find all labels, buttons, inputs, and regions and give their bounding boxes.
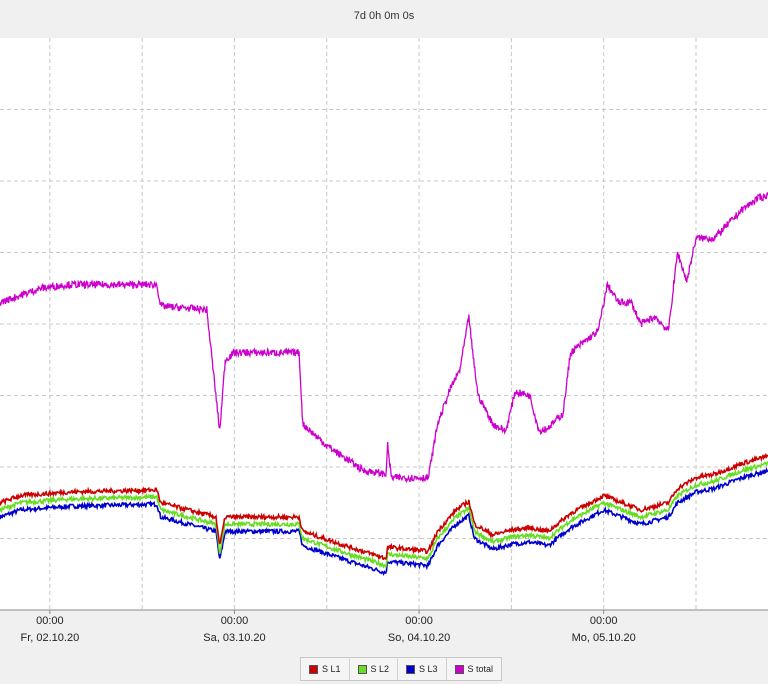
legend-swatch-s-l3 bbox=[406, 664, 416, 674]
x-axis: 00:00 Fr, 02.10.20 00:00 Sa, 03.10.20 00:00 S… bbox=[20, 610, 636, 644]
legend-item-s-l3[interactable]: S L3 bbox=[398, 658, 447, 680]
series-lines bbox=[0, 192, 768, 576]
time-range-label: 7d 0h 0m 0s bbox=[353, 10, 415, 22]
x-tick-date-label: Fr, 02.10.20 bbox=[20, 632, 79, 644]
legend: S L1 S L2 S L3 S total bbox=[300, 657, 503, 681]
legend-swatch-s-l2 bbox=[357, 664, 367, 674]
legend-item-s-l1[interactable]: S L1 bbox=[301, 658, 350, 680]
series-line-s-total bbox=[0, 192, 768, 484]
legend-item-s-l2[interactable]: S L2 bbox=[350, 658, 399, 680]
x-tick-time-label: 00:00 bbox=[405, 615, 433, 627]
x-tick-date-label: So, 04.10.20 bbox=[388, 632, 450, 644]
legend-label-s-l3: S L3 bbox=[419, 664, 438, 674]
series-line-s-l1 bbox=[0, 452, 768, 561]
legend-label-s-l1: S L1 bbox=[322, 664, 341, 674]
x-tick-time-label: 00:00 bbox=[221, 615, 249, 627]
legend-item-s-total[interactable]: S total bbox=[447, 658, 502, 680]
legend-swatch-s-l1 bbox=[309, 664, 318, 674]
legend-label-s-l2: S L2 bbox=[370, 664, 390, 674]
x-tick-date-label: Sa, 03.10.20 bbox=[203, 632, 265, 644]
series-line-s-l3 bbox=[0, 467, 768, 576]
x-tick-time-label: 00:00 bbox=[590, 615, 618, 627]
legend-label-s-total: S total bbox=[467, 664, 494, 674]
series-line-s-l2 bbox=[0, 460, 768, 569]
legend-swatch-s-total bbox=[454, 664, 464, 674]
x-tick-time-label: 00:00 bbox=[36, 615, 64, 627]
x-tick-date-label: Mo, 05.10.20 bbox=[572, 632, 636, 644]
